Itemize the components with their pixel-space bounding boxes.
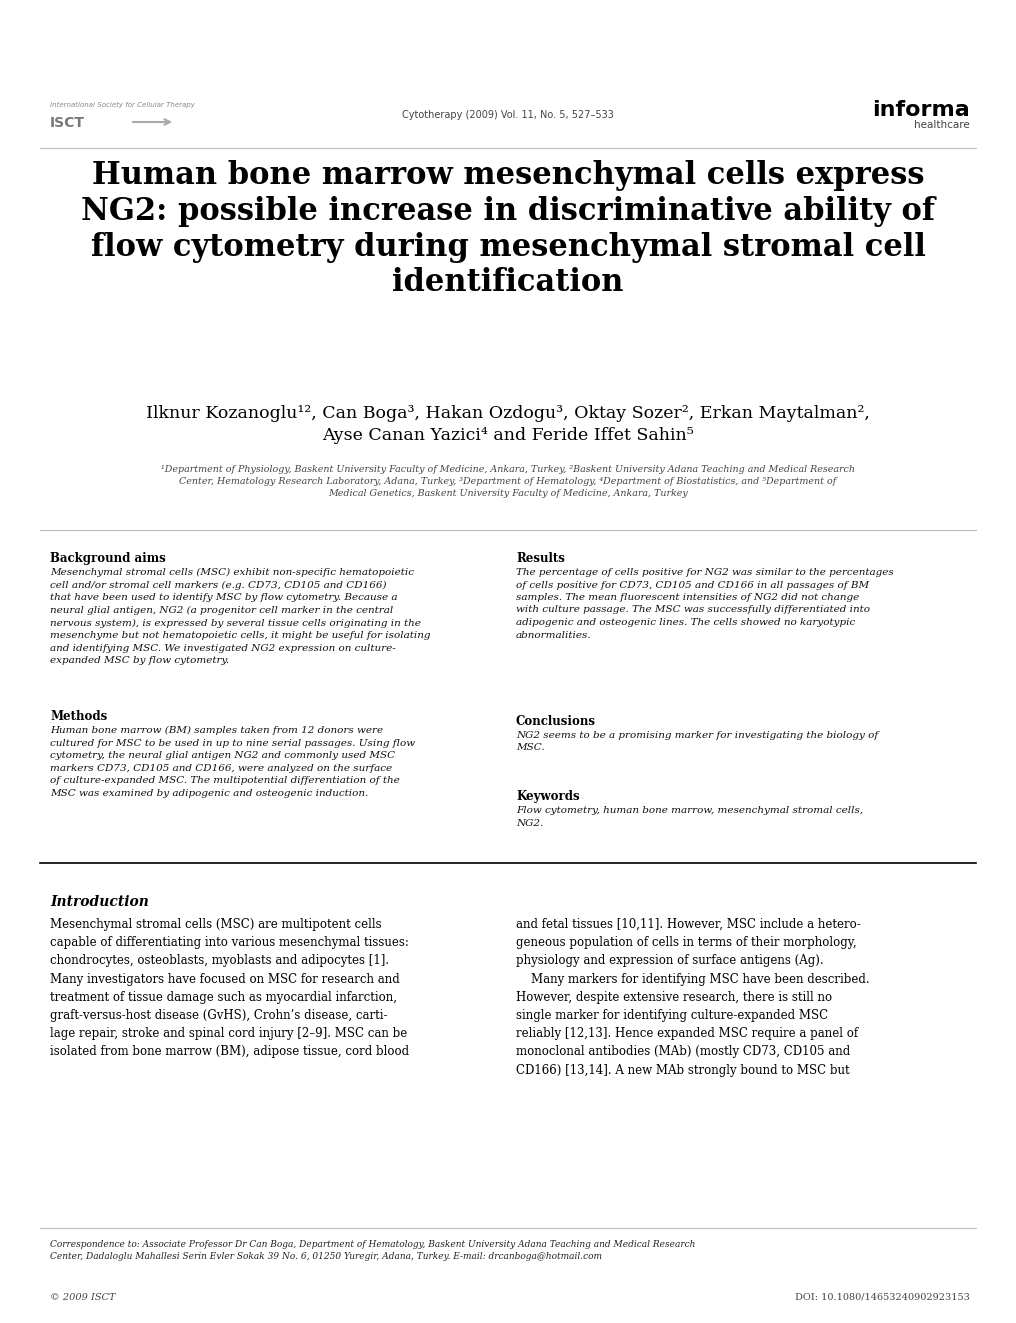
Text: Human bone marrow mesenchymal cells express
NG2: possible increase in discrimina: Human bone marrow mesenchymal cells expr… bbox=[81, 160, 935, 299]
Text: Flow cytometry, human bone marrow, mesenchymal stromal cells,
NG2.: Flow cytometry, human bone marrow, mesen… bbox=[516, 806, 864, 827]
Text: Mesenchymal stromal cells (MSC) exhibit non-specific hematopoietic
cell and/or s: Mesenchymal stromal cells (MSC) exhibit … bbox=[50, 568, 431, 665]
Text: Mesenchymal stromal cells (MSC) are multipotent cells
capable of differentiating: Mesenchymal stromal cells (MSC) are mult… bbox=[50, 918, 409, 1058]
Text: Human bone marrow (BM) samples taken from 12 donors were
cultured for MSC to be : Human bone marrow (BM) samples taken fro… bbox=[50, 726, 416, 798]
Text: Results: Results bbox=[516, 552, 565, 565]
Text: healthcare: healthcare bbox=[914, 120, 970, 130]
Text: Conclusions: Conclusions bbox=[516, 714, 596, 728]
Text: © 2009 ISCT: © 2009 ISCT bbox=[50, 1293, 116, 1302]
Text: The percentage of cells positive for NG2 was similar to the percentages
of cells: The percentage of cells positive for NG2… bbox=[516, 568, 894, 639]
Text: ¹Department of Physiology, Baskent University Faculty of Medicine, Ankara, Turke: ¹Department of Physiology, Baskent Unive… bbox=[161, 464, 855, 499]
Text: Cytotherapy (2009) Vol. 11, No. 5, 527–533: Cytotherapy (2009) Vol. 11, No. 5, 527–5… bbox=[402, 110, 614, 120]
Text: Methods: Methods bbox=[50, 710, 108, 722]
Text: ISCT: ISCT bbox=[50, 116, 85, 130]
Text: Ilknur Kozanoglu¹², Can Boga³, Hakan Ozdogu³, Oktay Sozer², Erkan Maytalman²,
Ay: Ilknur Kozanoglu¹², Can Boga³, Hakan Ozd… bbox=[146, 405, 870, 445]
Text: informa: informa bbox=[873, 101, 970, 120]
Text: International Society for Cellular Therapy: International Society for Cellular Thera… bbox=[50, 102, 195, 108]
Text: DOI: 10.1080/14653240902923153: DOI: 10.1080/14653240902923153 bbox=[796, 1293, 970, 1302]
Text: NG2 seems to be a promising marker for investigating the biology of
MSC.: NG2 seems to be a promising marker for i… bbox=[516, 732, 878, 753]
Text: Introduction: Introduction bbox=[50, 894, 149, 909]
Text: and fetal tissues [10,11]. However, MSC include a hetero-
geneous population of : and fetal tissues [10,11]. However, MSC … bbox=[516, 918, 870, 1077]
Text: Background aims: Background aims bbox=[50, 552, 166, 565]
Text: Keywords: Keywords bbox=[516, 790, 579, 803]
Text: Correspondence to: Associate Professor Dr Can Boga, Department of Hematology, Ba: Correspondence to: Associate Professor D… bbox=[50, 1240, 695, 1261]
